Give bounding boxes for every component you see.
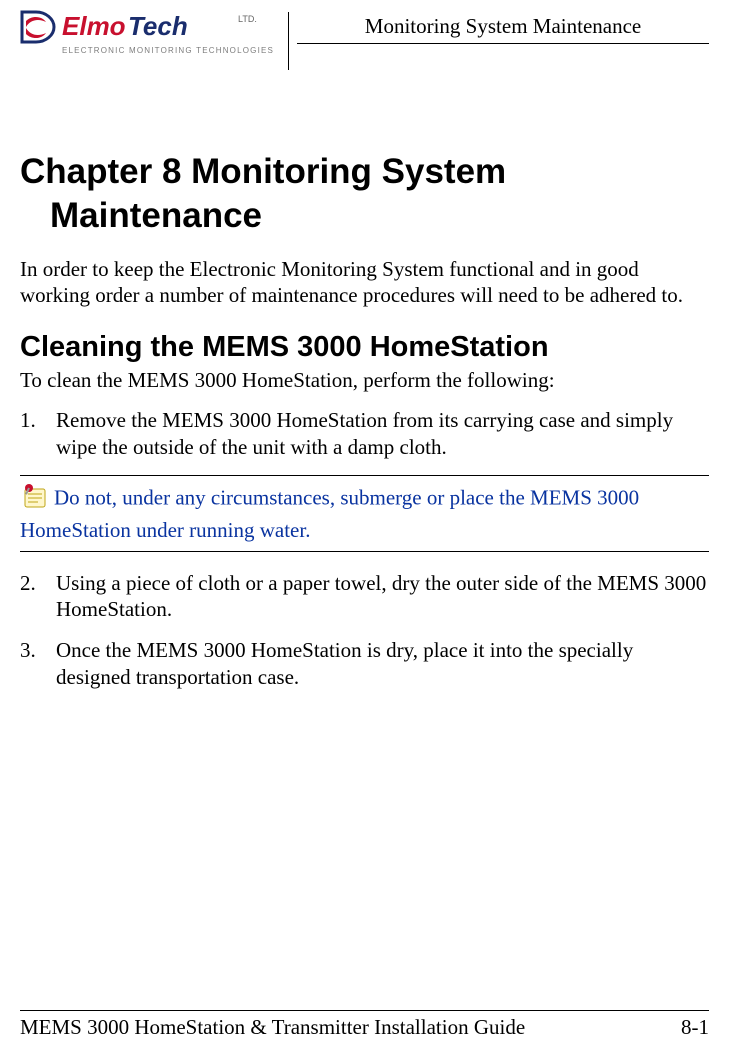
step-text: Once the MEMS 3000 HomeStation is dry, p… [56, 637, 709, 691]
page: Elmo Tech LTD. ELECTRONIC MONITORING TEC… [0, 0, 729, 1058]
svg-text:Tech: Tech [128, 12, 188, 41]
header-divider [288, 12, 289, 70]
svg-text:Elmo: Elmo [62, 12, 126, 41]
pin-note-icon [20, 482, 50, 517]
header-rule [297, 43, 709, 44]
chapter-title-line2: Maintenance [20, 194, 709, 238]
step-text: Remove the MEMS 3000 HomeStation from it… [56, 407, 709, 461]
step-number: 2. [20, 570, 56, 624]
footer-page-number: 8-1 [681, 1015, 709, 1040]
page-footer: MEMS 3000 HomeStation & Transmitter Inst… [20, 1010, 709, 1040]
footer-rule [20, 1010, 709, 1011]
section-heading: Cleaning the MEMS 3000 HomeStation [20, 331, 709, 364]
page-header: Elmo Tech LTD. ELECTRONIC MONITORING TEC… [20, 0, 709, 80]
step-number: 3. [20, 637, 56, 691]
step-text: Using a piece of cloth or a paper towel,… [56, 570, 709, 624]
header-right: Monitoring System Maintenance [297, 10, 709, 44]
logo-block: Elmo Tech LTD. ELECTRONIC MONITORING TEC… [20, 10, 280, 55]
header-section-title: Monitoring System Maintenance [297, 10, 709, 43]
logo-text-icon: Elmo Tech [62, 12, 232, 42]
step-list-top: 1. Remove the MEMS 3000 HomeStation from… [20, 407, 709, 461]
footer-left: MEMS 3000 HomeStation & Transmitter Inst… [20, 1015, 525, 1040]
chapter-title-line1: Chapter 8 Monitoring System [20, 152, 506, 191]
chapter-title: Chapter 8 Monitoring System Maintenance [20, 150, 709, 238]
step-number: 1. [20, 407, 56, 461]
logo-mark-icon [20, 10, 58, 44]
step-list-bottom: 2. Using a piece of cloth or a paper tow… [20, 570, 709, 692]
intro-paragraph: In order to keep the Electronic Monitori… [20, 256, 709, 310]
list-item: 2. Using a piece of cloth or a paper tow… [20, 570, 709, 624]
section-intro: To clean the MEMS 3000 HomeStation, perf… [20, 368, 709, 393]
list-item: 3. Once the MEMS 3000 HomeStation is dry… [20, 637, 709, 691]
content: Chapter 8 Monitoring System Maintenance … [20, 150, 709, 1058]
footer-row: MEMS 3000 HomeStation & Transmitter Inst… [20, 1015, 709, 1040]
list-item: 1. Remove the MEMS 3000 HomeStation from… [20, 407, 709, 461]
warning-note-text: Do not, under any circumstances, submerg… [20, 485, 639, 542]
warning-note-content: Do not, under any circumstances, submerg… [20, 482, 709, 545]
logo-tagline: ELECTRONIC MONITORING TECHNOLOGIES [62, 46, 274, 55]
logo: Elmo Tech LTD. [20, 10, 257, 44]
warning-note: Do not, under any circumstances, submerg… [20, 475, 709, 552]
logo-ltd: LTD. [238, 14, 257, 24]
